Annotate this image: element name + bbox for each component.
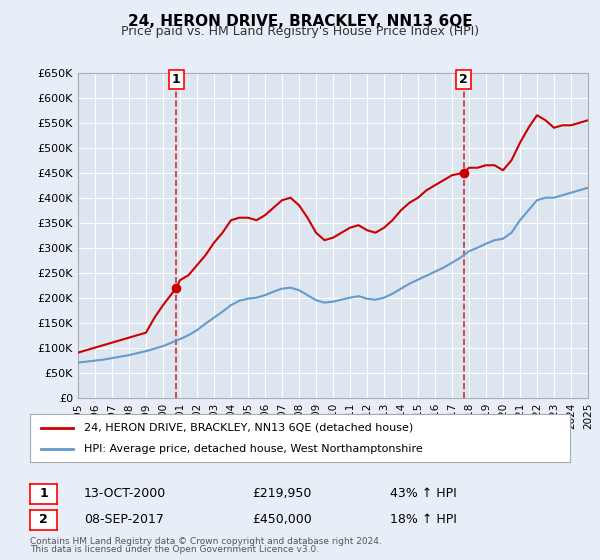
Text: This data is licensed under the Open Government Licence v3.0.: This data is licensed under the Open Gov… [30, 545, 319, 554]
Text: HPI: Average price, detached house, West Northamptonshire: HPI: Average price, detached house, West… [84, 444, 423, 454]
Text: 08-SEP-2017: 08-SEP-2017 [84, 513, 164, 526]
Text: 18% ↑ HPI: 18% ↑ HPI [390, 513, 457, 526]
Text: 2: 2 [39, 513, 48, 526]
Text: Contains HM Land Registry data © Crown copyright and database right 2024.: Contains HM Land Registry data © Crown c… [30, 537, 382, 546]
Text: 1: 1 [172, 73, 181, 86]
Text: 24, HERON DRIVE, BRACKLEY, NN13 6QE: 24, HERON DRIVE, BRACKLEY, NN13 6QE [128, 14, 472, 29]
Text: £450,000: £450,000 [252, 513, 312, 526]
Text: 43% ↑ HPI: 43% ↑ HPI [390, 487, 457, 501]
Text: £219,950: £219,950 [252, 487, 311, 501]
Text: 13-OCT-2000: 13-OCT-2000 [84, 487, 166, 501]
Text: 24, HERON DRIVE, BRACKLEY, NN13 6QE (detached house): 24, HERON DRIVE, BRACKLEY, NN13 6QE (det… [84, 423, 413, 433]
Text: Price paid vs. HM Land Registry's House Price Index (HPI): Price paid vs. HM Land Registry's House … [121, 25, 479, 38]
Text: 1: 1 [39, 487, 48, 501]
Text: 2: 2 [459, 73, 468, 86]
